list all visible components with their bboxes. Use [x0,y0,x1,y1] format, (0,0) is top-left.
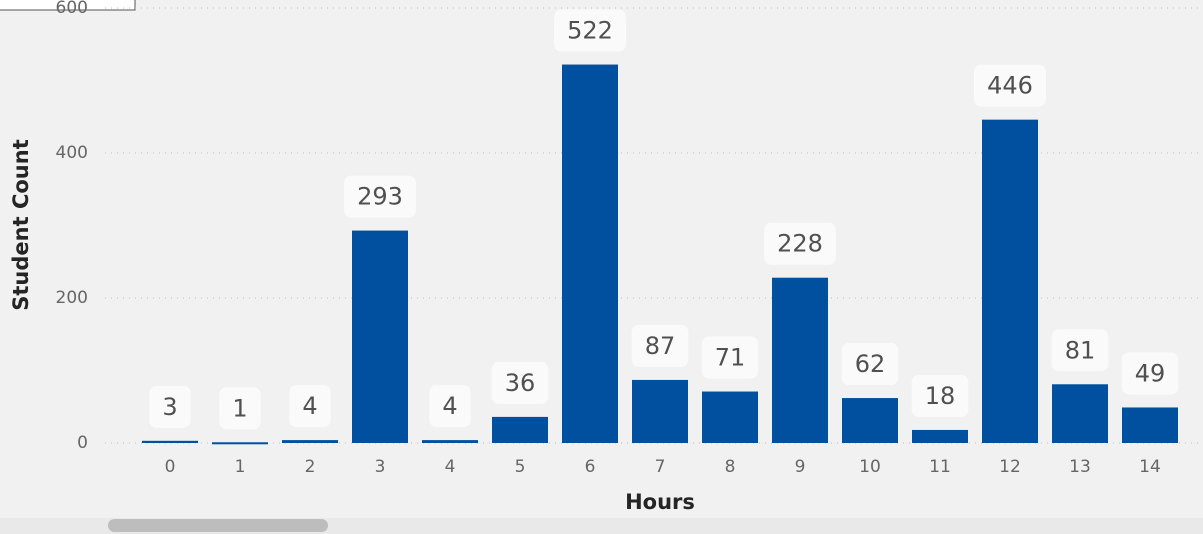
bar [1052,384,1108,443]
data-label-box [911,374,969,417]
data-label: 87 [645,332,676,360]
data-label: 49 [1135,359,1166,387]
bar [842,398,898,443]
data-label: 4 [442,392,457,420]
x-tick-label: 3 [375,457,386,477]
bar [422,440,478,443]
bar [702,391,758,443]
x-tick-label: 13 [1069,457,1091,477]
y-tick-label: 200 [56,288,88,308]
bar [142,440,198,443]
data-label-box [219,387,261,430]
data-label: 81 [1065,336,1096,364]
x-tick-label: 0 [165,457,176,477]
data-label-box [554,9,626,52]
data-label: 4 [302,392,317,420]
x-tick-label: 7 [655,457,666,477]
bar [982,119,1038,444]
data-label: 446 [987,72,1033,100]
data-label: 293 [357,183,403,211]
data-label: 3 [162,393,177,421]
x-tick-label: 8 [725,457,736,477]
bar [282,440,338,443]
x-tick-label: 10 [859,457,881,477]
data-label-box [1051,329,1109,372]
bar [212,442,268,445]
data-label: 62 [855,350,886,378]
bar [1122,407,1178,443]
data-label: 522 [567,17,613,45]
x-tick-label: 9 [795,457,806,477]
x-tick-label: 6 [585,457,596,477]
y-tick-label: 600 [56,0,88,18]
x-tick-label: 12 [999,457,1021,477]
bar [352,230,408,443]
data-label-box [491,361,549,404]
data-label: 18 [925,382,956,410]
legend-box-edge [0,0,136,11]
bar [912,429,968,443]
data-label-box [974,64,1046,107]
data-label: 71 [715,344,746,372]
data-label-box [631,324,689,367]
data-label-box [429,385,471,428]
y-axis-title: Student Count [9,139,33,310]
data-label-box [841,343,899,386]
data-label: 228 [777,230,823,258]
data-label-box [701,336,759,379]
data-label-box [764,222,836,265]
bar [492,416,548,443]
data-label-box [1121,352,1179,395]
x-tick-label: 11 [929,457,951,477]
bar [632,379,688,443]
x-tick-label: 5 [515,457,526,477]
y-tick-label: 0 [77,433,88,453]
bar [772,277,828,443]
data-label: 36 [505,369,536,397]
bar [562,64,618,444]
x-axis-title: Hours [625,490,695,514]
scrollbar-thumb[interactable] [108,519,328,532]
y-tick-label: 400 [56,143,88,163]
x-tick-label: 2 [305,457,316,477]
x-tick-label: 4 [445,457,456,477]
data-label-box [289,385,331,428]
x-tick-label: 14 [1139,457,1161,477]
data-label: 1 [232,394,247,422]
x-tick-label: 1 [235,457,246,477]
data-label-box [149,385,191,428]
data-label-box [344,175,416,218]
